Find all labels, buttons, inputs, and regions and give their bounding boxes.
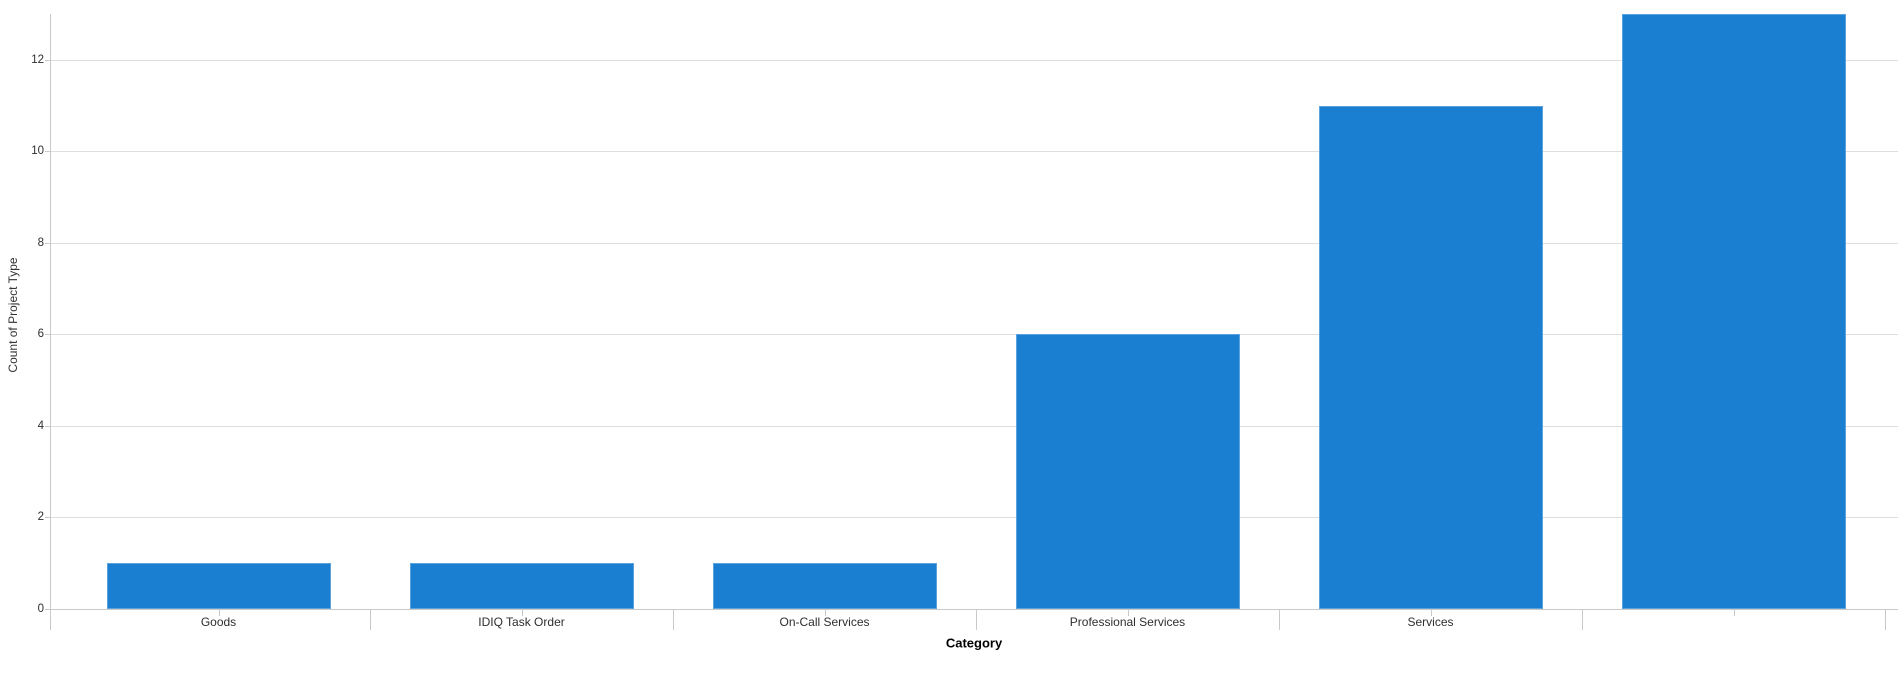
- y-tick-mark: [44, 151, 50, 153]
- x-band-boundary-tick: [1582, 609, 1583, 630]
- x-category-label: [1614, 615, 1854, 630]
- y-gridline: [50, 242, 1898, 244]
- x-category-label: IDIQ Task Order: [478, 615, 565, 629]
- x-center-tick: [1127, 609, 1129, 616]
- x-band-boundary-tick: [976, 609, 977, 630]
- x-axis-line: [50, 609, 1898, 610]
- x-category-label: Professional Services: [1069, 615, 1186, 629]
- y-tick-mark: [44, 59, 50, 61]
- y-gridline: [50, 151, 1898, 153]
- x-center-tick: [1733, 609, 1735, 616]
- y-tick-mark: [44, 425, 50, 427]
- x-category-label: Goods: [200, 615, 237, 629]
- y-tick-label: 8: [37, 236, 44, 249]
- y-gridline: [50, 425, 1898, 427]
- y-tick-label: 6: [37, 328, 44, 341]
- x-category-label: Services: [1407, 615, 1454, 629]
- bar-idiq-task-order[interactable]: [409, 563, 634, 609]
- y-axis-line: [50, 14, 51, 609]
- bar-blank[interactable]: [1621, 14, 1846, 609]
- y-tick-mark: [44, 609, 50, 610]
- x-center-tick: [521, 609, 523, 616]
- x-band-boundary-tick: [1885, 609, 1886, 630]
- y-gridline: [50, 59, 1898, 61]
- x-band-boundary-tick: [673, 609, 674, 630]
- x-center-tick: [824, 609, 826, 616]
- y-gridline: [50, 334, 1898, 336]
- bar-goods[interactable]: [106, 563, 331, 609]
- x-band-boundary-tick: [370, 609, 371, 630]
- y-tick-mark: [44, 517, 50, 519]
- y-gridline: [50, 517, 1898, 519]
- x-category-label: On-Call Services: [779, 615, 870, 629]
- x-axis-title: Category: [945, 635, 1003, 651]
- y-tick-mark: [44, 242, 50, 244]
- bar-on-call-services[interactable]: [712, 563, 937, 609]
- y-tick-label: 10: [31, 145, 44, 158]
- y-tick-label: 2: [37, 511, 44, 524]
- y-tick-mark: [44, 334, 50, 336]
- bar-services[interactable]: [1318, 105, 1543, 609]
- x-band-boundary-tick: [1279, 609, 1280, 630]
- y-tick-label: 4: [37, 419, 44, 432]
- bar-professional-services[interactable]: [1015, 334, 1240, 609]
- x-center-tick: [218, 609, 220, 616]
- x-center-tick: [1430, 609, 1432, 616]
- x-band-boundary-tick: [50, 609, 51, 630]
- y-tick-label: 12: [31, 53, 44, 66]
- y-tick-label: 0: [37, 603, 44, 615]
